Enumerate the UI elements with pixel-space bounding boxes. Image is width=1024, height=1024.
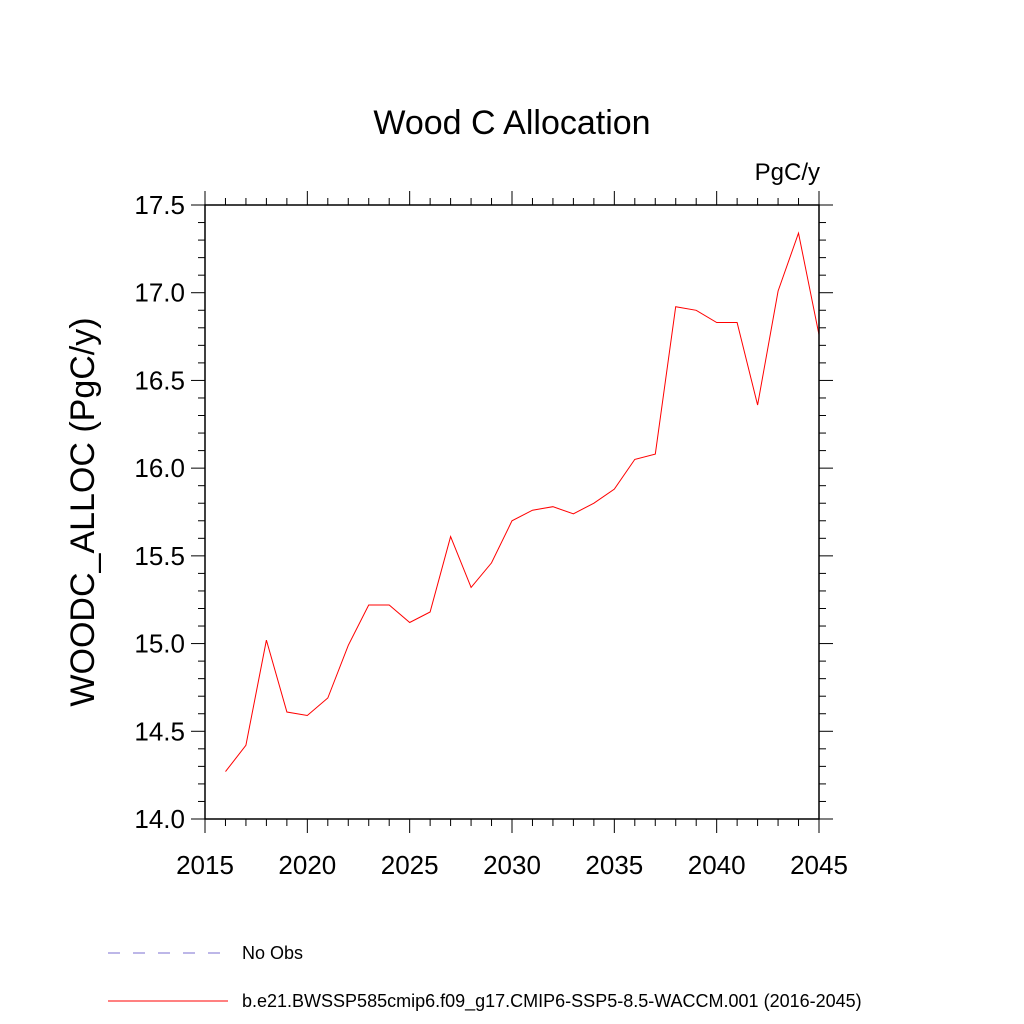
- x-tick-label: 2015: [176, 850, 234, 880]
- y-tick-label: 14.5: [134, 716, 185, 746]
- y-tick-label: 14.0: [134, 804, 185, 834]
- units-label: PgC/y: [755, 159, 820, 186]
- legend-label-model-run: b.e21.BWSSP585cmip6.f09_g17.CMIP6-SSP5-8…: [242, 991, 862, 1012]
- x-tick-label: 2035: [585, 850, 643, 880]
- x-tick-label: 2030: [483, 850, 541, 880]
- y-tick-label: 16.5: [134, 365, 185, 395]
- x-tick-label: 2020: [278, 850, 336, 880]
- y-tick-label: 16.0: [134, 453, 185, 483]
- y-tick-label: 15.5: [134, 541, 185, 571]
- tick-labels: 2015 2020 2025 2030 2035 2040 2045 14.0 14.5 15.0…: [134, 190, 848, 880]
- plot-frame: [204, 204, 820, 820]
- y-tick-label: 17.5: [134, 190, 185, 220]
- series-layer: [225, 231, 820, 772]
- y-axis-label: WOODC_ALLOC (PgC/y): [64, 317, 102, 706]
- y-tick-label: 17.0: [134, 278, 185, 308]
- axis-ticks: [191, 191, 833, 833]
- series-line-woodc-alloc: [225, 231, 820, 772]
- chart-title: Wood C Allocation: [373, 104, 650, 142]
- x-tick-label: 2025: [381, 850, 439, 880]
- x-tick-label: 2040: [688, 850, 746, 880]
- x-tick-label: 2045: [790, 850, 848, 880]
- legend: No Obs b.e21.BWSSP585cmip6.f09_g17.CMIP6…: [108, 943, 862, 1012]
- legend-label-no-obs: No Obs: [242, 943, 303, 963]
- y-tick-label: 15.0: [134, 629, 185, 659]
